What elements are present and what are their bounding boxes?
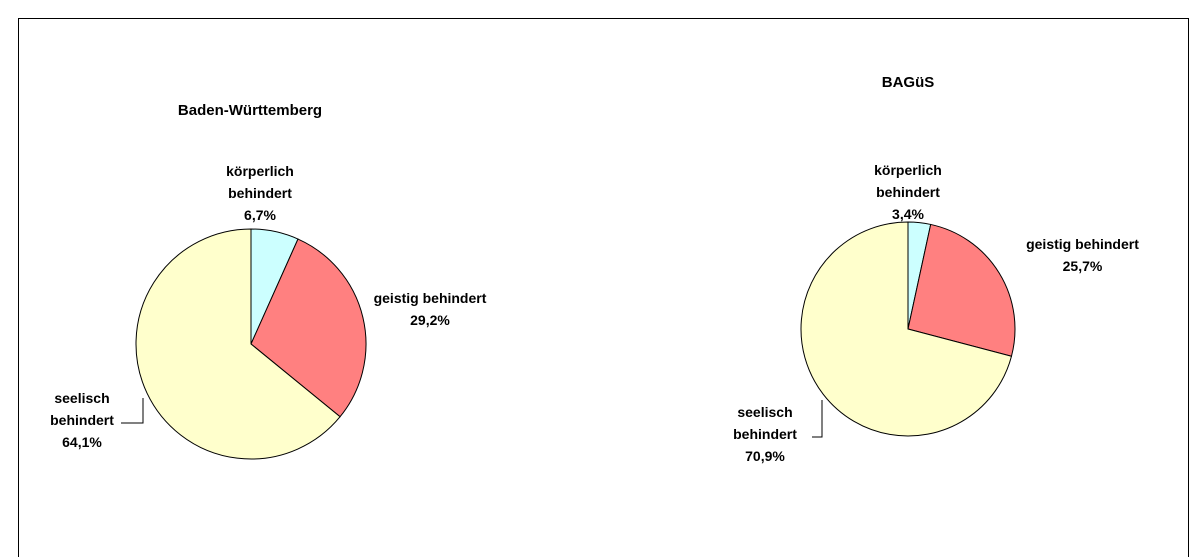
category-label: seelisch behindert xyxy=(50,390,114,428)
leader-line xyxy=(121,398,144,424)
value-label: 6,7% xyxy=(244,207,276,223)
pie-slice xyxy=(135,228,341,460)
category-label: körperlich behindert xyxy=(226,163,294,201)
category-label: seelisch behindert xyxy=(733,404,797,442)
value-label: 64,1% xyxy=(62,434,102,450)
category-label: geistig behindert xyxy=(373,290,487,306)
category-label: körperlich behindert xyxy=(874,162,942,200)
frame xyxy=(18,18,1189,557)
slice-label: körperlich behindert 6,7% xyxy=(200,160,320,226)
pie-slice xyxy=(907,223,1016,357)
pie-slice xyxy=(250,238,367,418)
value-label: 29,2% xyxy=(410,312,450,328)
slice-label: geistig behindert 25,7% xyxy=(1000,233,1165,277)
slice-label: geistig behindert 29,2% xyxy=(345,287,515,331)
pie-slice xyxy=(800,221,1013,437)
slice-label: körperlich behindert 3,4% xyxy=(848,159,968,225)
slice-label: seelisch behindert 64,1% xyxy=(32,387,132,453)
category-label: geistig behindert xyxy=(1026,236,1139,252)
chart-title: BAGüS xyxy=(881,74,935,91)
value-label: 25,7% xyxy=(1062,258,1103,274)
chart-title: Baden-Württemberg xyxy=(177,102,323,119)
value-label: 70,9% xyxy=(745,448,785,464)
leader-line xyxy=(812,400,823,438)
slice-label: seelisch behindert 70,9% xyxy=(715,401,815,467)
value-label: 3,4% xyxy=(892,206,924,222)
